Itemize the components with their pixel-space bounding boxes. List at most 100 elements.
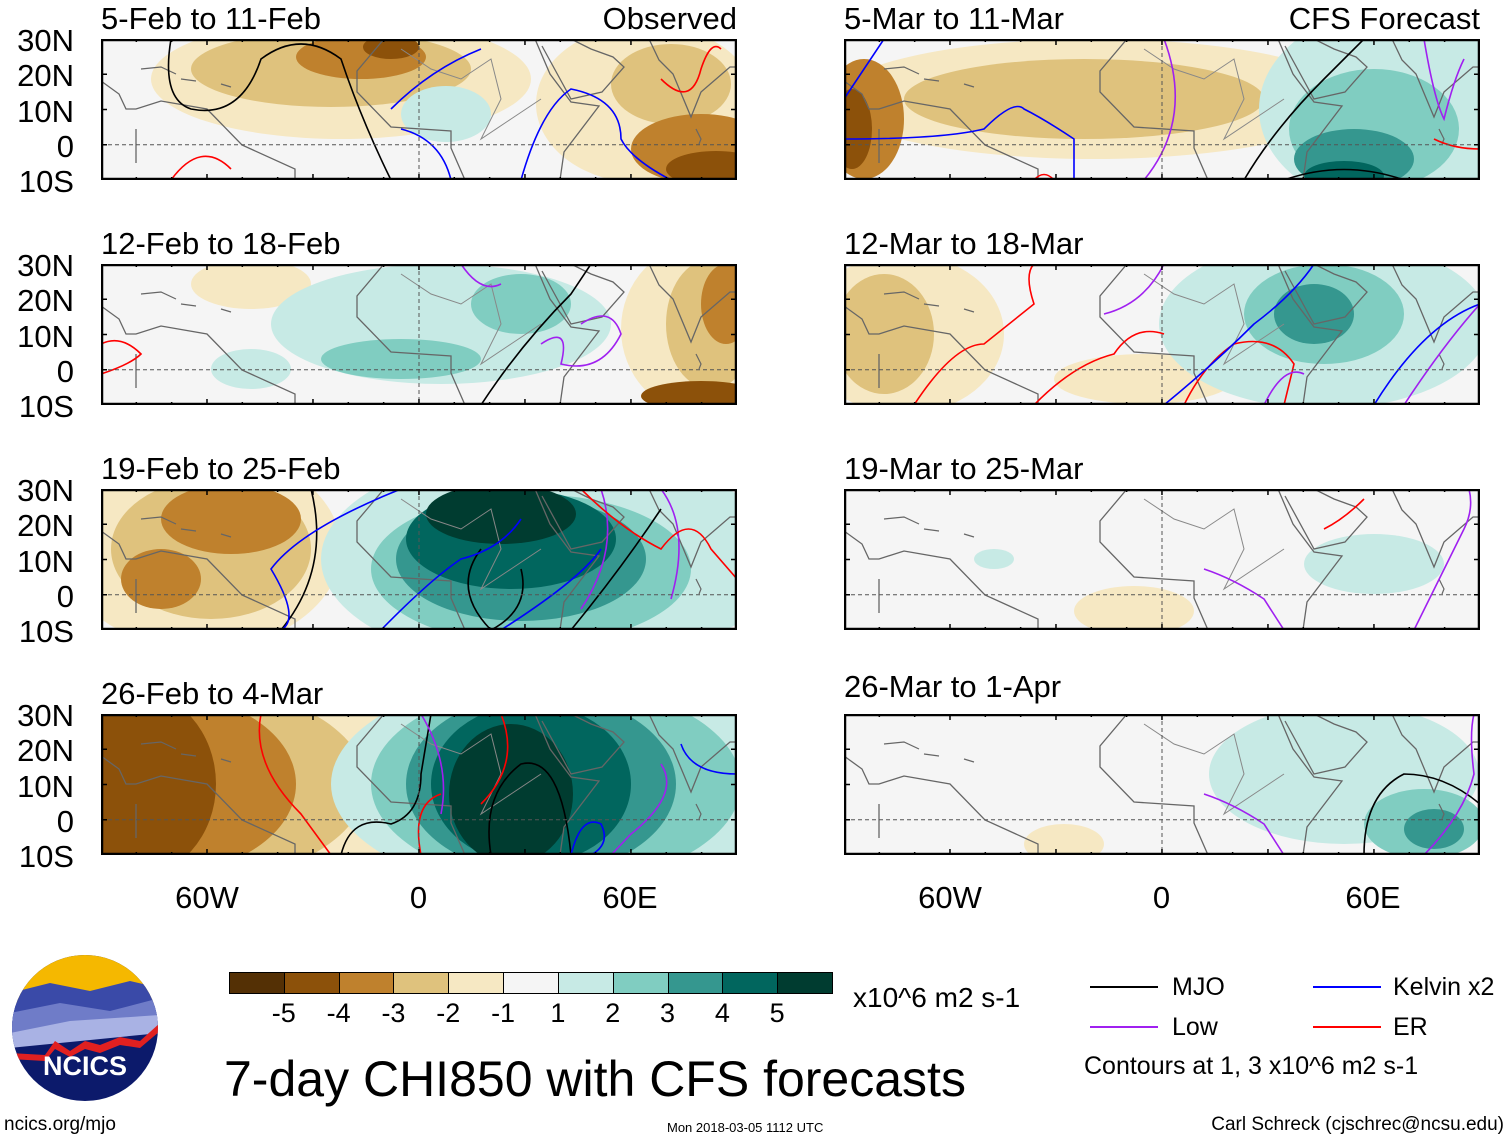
map-frame (844, 489, 1480, 630)
chi-shading (1404, 809, 1464, 849)
colorbar-label: -1 (491, 998, 516, 1028)
lat-label: 0 (56, 578, 74, 614)
panel-title: 5-Feb to 11-Feb (101, 1, 321, 36)
legend-line-low (1090, 1026, 1158, 1028)
contour-line (460, 264, 622, 367)
lat-label: 10S (18, 389, 74, 424)
legend-line-mjo (1090, 986, 1158, 988)
footer-url[interactable]: ncics.org/mjo (4, 1114, 116, 1135)
legend-line-er (1313, 1026, 1381, 1028)
map-panel (101, 714, 737, 855)
contour-line (1163, 264, 1480, 405)
chi-shading (666, 151, 737, 180)
chi-shading (1074, 586, 1194, 630)
lon-label: 60E (602, 880, 658, 915)
chi-shading (426, 489, 576, 544)
contour-line (167, 39, 392, 180)
contour-line (390, 48, 672, 180)
colorbar-units: x10^6 m2 s-1 (853, 982, 1021, 1013)
lat-label: 10N (17, 543, 74, 579)
lat-label: 10N (17, 768, 74, 804)
colorbar-label: -5 (271, 998, 296, 1028)
contour-line (170, 45, 722, 180)
colorbar-swatch (338, 972, 395, 994)
chi-shading (191, 264, 311, 309)
map-panel (844, 39, 1480, 180)
colorbar-swatch (393, 972, 450, 994)
lon-label: 60W (175, 880, 239, 915)
map-panel (101, 264, 737, 405)
map-frame (844, 714, 1480, 855)
panel-title: 26-Feb to 4-Mar (101, 676, 324, 711)
contour-note: Contours at 1, 3 x10^6 m2 s-1 (1084, 1052, 1419, 1080)
colorbar-swatch (557, 972, 614, 994)
colorbar-label: -2 (436, 998, 461, 1028)
contour-line (1203, 489, 1472, 630)
map-frame (101, 489, 737, 630)
chi-shading (161, 489, 301, 554)
contour-line (844, 39, 1075, 180)
contour-line (1143, 39, 1465, 180)
chi-shading (363, 39, 419, 59)
timestamp: Mon 2018-03-05 1112 UTC (667, 1120, 824, 1135)
colorbar-swatch (283, 972, 340, 994)
lat-label: 10S (18, 614, 74, 649)
map-frame (101, 39, 737, 180)
chi-shading (974, 549, 1014, 569)
colorbar-swatch (503, 972, 559, 994)
chi-shading (401, 86, 491, 142)
colorbar-label: 5 (769, 998, 785, 1028)
contour-line (270, 489, 602, 630)
colorbar-label: 3 (660, 998, 676, 1028)
chi-shading (1304, 534, 1444, 594)
legend-label-kelvin: Kelvin x2 (1393, 973, 1495, 1001)
lat-label: 30N (17, 698, 74, 733)
chi-shading (471, 274, 571, 334)
map-frame (844, 264, 1480, 405)
lat-label: 10S (18, 164, 74, 199)
map-panel (101, 39, 737, 180)
lon-label: 0 (1152, 880, 1171, 915)
chi-shading (844, 89, 872, 169)
contour-line (1203, 714, 1475, 855)
chi-shading (1304, 161, 1384, 180)
panel-title: 26-Mar to 1-Apr (844, 669, 1062, 704)
colorbar-label: 1 (550, 998, 566, 1028)
panel-title: 5-Mar to 11-Mar (844, 1, 1064, 36)
chi-shading (101, 714, 216, 855)
colorbar-swatch (229, 972, 285, 994)
contour-line (580, 489, 680, 610)
map-panel (101, 489, 737, 630)
map-frame (844, 39, 1480, 180)
contour-line (420, 714, 668, 855)
chi-shading (449, 724, 573, 855)
map-panel (844, 489, 1480, 630)
contour-line (101, 339, 143, 375)
lon-label: 0 (409, 880, 428, 915)
chi-shading (641, 381, 737, 405)
lat-label: 10N (17, 93, 74, 129)
ncics-logo: NCICS (12, 955, 158, 1101)
lat-label: 30N (17, 248, 74, 283)
contour-line (258, 714, 509, 855)
colorbar-label: 4 (714, 998, 730, 1028)
colorbar-swatch (777, 972, 833, 994)
chi-shading (1024, 824, 1104, 855)
contour-line (570, 743, 737, 855)
lat-label: 10N (17, 318, 74, 354)
panel-source-tag: CFS Forecast (1288, 1, 1480, 36)
colorbar-swatch (448, 972, 505, 994)
lon-label: 60W (918, 880, 982, 915)
lat-label: 20N (17, 283, 74, 319)
lon-label: 60E (1345, 880, 1401, 915)
lat-label: 20N (17, 508, 74, 544)
chi-shading (904, 59, 1264, 139)
map-panel (844, 264, 1480, 405)
contour-line (1103, 264, 1480, 405)
credit: Carl Schreck (cjschrec@ncsu.edu) (1211, 1114, 1504, 1135)
chi-shading (844, 274, 934, 394)
legend-label-low: Low (1172, 1013, 1218, 1041)
panel-source-tag: Observed (602, 1, 737, 36)
chi-shading (121, 549, 201, 609)
contour-line (1323, 498, 1365, 530)
